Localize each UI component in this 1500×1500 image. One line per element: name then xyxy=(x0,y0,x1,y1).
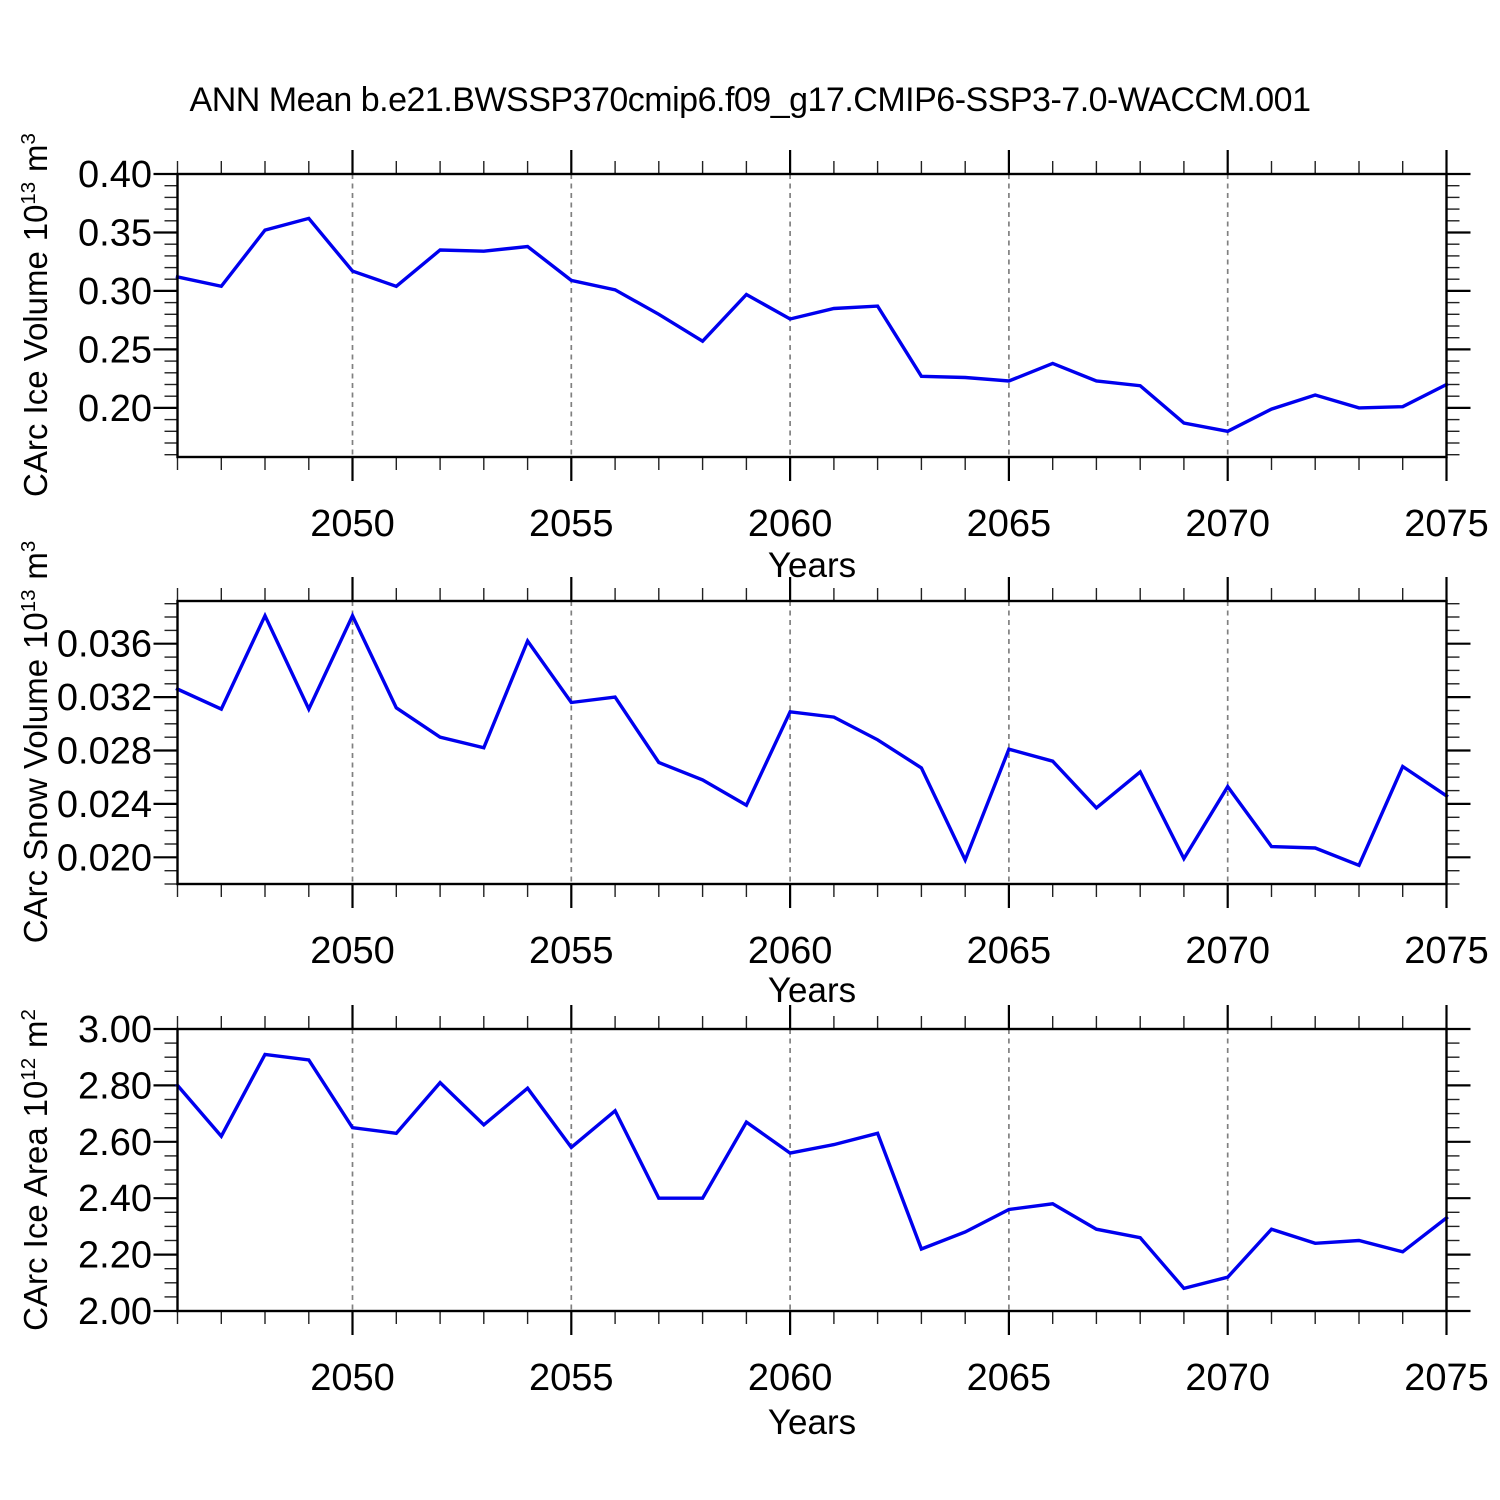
y-axis-label-snow-volume: CArc Snow Volume 1013 m3 xyxy=(16,541,56,943)
y-tick-label: 2.60 xyxy=(78,1122,152,1164)
y-tick-label: 0.40 xyxy=(78,154,152,196)
y-tick-label: 2.40 xyxy=(78,1178,152,1220)
y-tick-label: 0.028 xyxy=(57,731,152,773)
x-tick-label: 2060 xyxy=(748,503,833,545)
x-tick-label: 2050 xyxy=(310,1357,395,1399)
y-axis-label-text: CArc Ice Volume xyxy=(17,251,54,497)
x-tick-label: 2050 xyxy=(310,503,395,545)
x-axis-title-panel-3: Years xyxy=(767,1403,857,1442)
x-tick-label: 2055 xyxy=(529,930,614,972)
y-axis-label-text: CArc Snow Volume xyxy=(17,658,54,944)
y-tick-label: 0.024 xyxy=(57,784,152,826)
y-axis-label-unit-exponent: 2 xyxy=(17,1009,40,1021)
chart-title: ANN Mean b.e21.BWSSP370cmip6.f09_g17.CMI… xyxy=(189,81,1311,119)
y-tick-label: 0.25 xyxy=(78,329,152,371)
y-axis-label-ice-volume: CArc Ice Volume 1013 m3 xyxy=(16,133,56,497)
y-axis-label-exponent: 13 xyxy=(17,181,40,205)
x-tick-label: 2070 xyxy=(1185,503,1270,545)
y-axis-label-unit-exponent: 3 xyxy=(17,540,40,553)
y-axis-label-unit: m xyxy=(17,144,54,172)
y-tick-label: 0.020 xyxy=(57,837,152,879)
y-tick-label: 0.036 xyxy=(57,624,152,666)
y-axis-label-ice-area: CArc Ice Area 1012 m2 xyxy=(16,1009,56,1331)
x-tick-label: 2055 xyxy=(529,1357,614,1399)
y-axis-label-base: 10 xyxy=(17,612,54,650)
x-tick-label: 2050 xyxy=(310,930,395,972)
y-tick-label: 2.80 xyxy=(78,1065,152,1107)
x-tick-label: 2065 xyxy=(967,930,1052,972)
data-line-carc-ice-area xyxy=(175,1052,1449,1291)
x-tick-label: 2065 xyxy=(967,1357,1052,1399)
y-axis-label-unit: m xyxy=(17,1020,54,1049)
y-axis-label-exponent: 13 xyxy=(17,589,40,613)
data-line-carc-snow-volume xyxy=(175,611,1449,868)
data-line-carc-ice-volume xyxy=(175,216,1449,434)
x-axis-title-panel-1: Years xyxy=(767,546,857,585)
x-tick-label: 2070 xyxy=(1185,930,1270,972)
y-axis-label-unit: m xyxy=(17,552,54,580)
y-tick-label: 0.20 xyxy=(78,388,152,430)
plot-border-carc-snow-volume xyxy=(176,599,1448,886)
plot-border-carc-ice-area xyxy=(176,1027,1448,1313)
x-tick-label: 2060 xyxy=(748,1357,833,1399)
x-tick-label: 2065 xyxy=(967,503,1052,545)
x-tick-label: 2070 xyxy=(1185,1357,1270,1399)
y-tick-label: 0.35 xyxy=(78,213,152,255)
y-tick-label: 0.032 xyxy=(57,677,152,719)
x-tick-label: 2075 xyxy=(1404,1357,1489,1399)
plot-border-carc-ice-volume xyxy=(176,172,1448,459)
y-axis-label-text: CArc Ice Area xyxy=(17,1127,54,1331)
x-tick-label: 2060 xyxy=(748,930,833,972)
y-axis-label-unit-exponent: 3 xyxy=(17,133,40,145)
y-axis-label-exponent: 12 xyxy=(17,1057,40,1081)
x-tick-label: 2075 xyxy=(1404,930,1489,972)
y-axis-label-base: 10 xyxy=(17,1080,54,1118)
y-axis-label-base: 10 xyxy=(17,204,54,242)
x-tick-label: 2055 xyxy=(529,503,614,545)
y-tick-label: 2.20 xyxy=(78,1235,152,1277)
x-tick-label: 2075 xyxy=(1404,503,1489,545)
y-tick-label: 2.00 xyxy=(78,1291,152,1333)
x-axis-title-panel-2: Years xyxy=(767,971,857,1010)
y-tick-label: 3.00 xyxy=(78,1009,152,1051)
y-tick-label: 0.30 xyxy=(78,271,152,313)
